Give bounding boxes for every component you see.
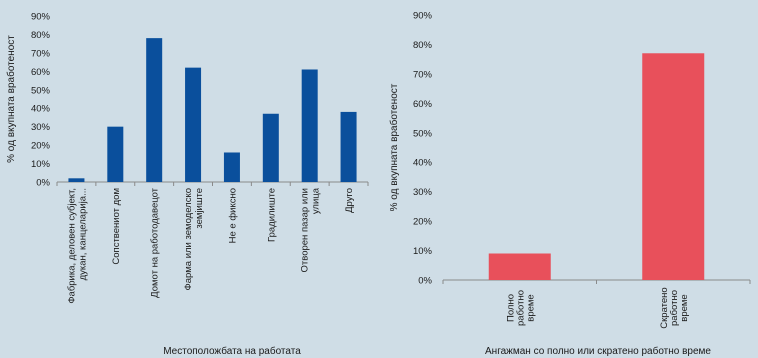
y-tick-label: 40% [31, 104, 51, 115]
y-tick-label: 60% [31, 67, 51, 78]
bar [185, 67, 202, 182]
x-axis-label: Ангажман со полно или скратено работно в… [485, 345, 711, 357]
category-label-line: Полно [505, 294, 516, 322]
y-tick-label: 0% [418, 276, 432, 287]
y-axis-label: % од вкупната вработеност [388, 83, 400, 211]
y-axis-label: % од вкупната вработеност [5, 35, 17, 163]
y-tick-label: 30% [31, 122, 51, 133]
category-label: Домот на работодавецот [150, 187, 161, 297]
bar [488, 253, 551, 280]
bar [223, 152, 240, 182]
category-label: Полно работно време [505, 290, 536, 326]
chart-1: 0% 10% 20% 30% 40% 50% 60% 70% 80% 90% % од вкупна… [5, 12, 369, 357]
y-tick-label: 90% [31, 12, 51, 23]
bar [107, 126, 124, 182]
category-label-line: улица [311, 187, 322, 214]
y-tick-label: 70% [31, 48, 51, 59]
category-label-line: Домот на работодавецот [150, 187, 161, 297]
bar [642, 53, 705, 281]
category-label-line: дукан, канцеларија... [77, 188, 88, 280]
category-label-line: работно [515, 290, 526, 326]
category-label-line: земјиште [194, 188, 205, 229]
y-tick-label: 10% [31, 159, 51, 170]
y-tick-label: 40% [413, 158, 433, 169]
category-label: Фабрика, деловен субјект, дукан, канцелар… [66, 188, 88, 304]
category-label: Друго [344, 188, 355, 213]
x-axis-label: Местоположбата на работата [163, 345, 301, 357]
bar [146, 38, 163, 183]
bar [68, 178, 85, 182]
y-tick-label: 0% [36, 178, 50, 189]
bar [301, 69, 318, 182]
y-tick-label: 60% [413, 99, 433, 110]
chart-2: 0% 10% 20% 30% 40% 50% 60% 70% 80% 90% % од вкупна… [388, 11, 751, 357]
category-label-line: Сопствениот дом [111, 188, 122, 265]
category-label: Фарма или земоделско земјиште [183, 188, 205, 291]
category-label-line: работно [669, 290, 680, 326]
category-label-line: Не е фиксно [227, 188, 238, 243]
y-tick-label: 70% [413, 69, 433, 80]
category-label-line: Градилиште [266, 188, 277, 242]
y-tick-label: 50% [413, 128, 433, 139]
category-label: Скратено работно време [659, 287, 690, 328]
category-label-line: Фарма или земоделско [183, 188, 194, 291]
y-tick-label: 90% [413, 11, 433, 22]
category-label: Не е фиксно [227, 188, 238, 243]
y-tick-label: 80% [413, 40, 433, 51]
y-tick-label: 50% [31, 85, 51, 96]
y-tick-label: 80% [31, 30, 51, 41]
y-tick-label: 20% [413, 217, 433, 228]
category-label-line: Друго [344, 188, 355, 213]
y-tick-label: 10% [413, 246, 433, 257]
category-label-line: Отворен пазар или [300, 188, 311, 272]
y-tick-label: 30% [413, 187, 433, 198]
category-label-line: Фабрика, деловен субјект, [66, 188, 77, 304]
category-label: Отворен пазар или улица [300, 187, 322, 272]
category-label-line: време [525, 294, 536, 321]
category-label-line: Скратено [659, 287, 670, 328]
bar [340, 111, 357, 182]
category-label: Градилиште [266, 188, 277, 242]
bar [262, 113, 279, 182]
category-label-line: време [679, 294, 690, 321]
y-tick-label: 20% [31, 141, 51, 152]
category-label: Сопствениот дом [111, 188, 122, 265]
